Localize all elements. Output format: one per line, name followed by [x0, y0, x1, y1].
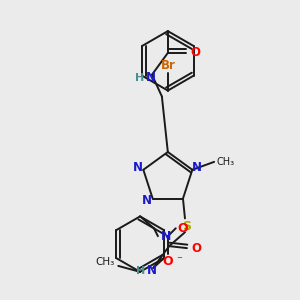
Text: H: H	[136, 73, 145, 83]
Text: S: S	[182, 220, 191, 233]
Text: N: N	[142, 194, 152, 207]
Text: CH₃: CH₃	[216, 157, 234, 167]
Text: O: O	[177, 222, 188, 235]
Text: N: N	[147, 264, 157, 278]
Text: CH₃: CH₃	[95, 257, 114, 267]
Text: N: N	[146, 71, 156, 84]
Text: H: H	[136, 266, 145, 276]
Text: O: O	[192, 242, 202, 255]
Text: N: N	[132, 161, 142, 174]
Text: N: N	[161, 230, 171, 243]
Text: Br: Br	[160, 59, 175, 72]
Text: ⁻: ⁻	[177, 255, 183, 265]
Text: N: N	[192, 161, 202, 174]
Text: O: O	[163, 256, 173, 268]
Text: O: O	[190, 46, 201, 59]
